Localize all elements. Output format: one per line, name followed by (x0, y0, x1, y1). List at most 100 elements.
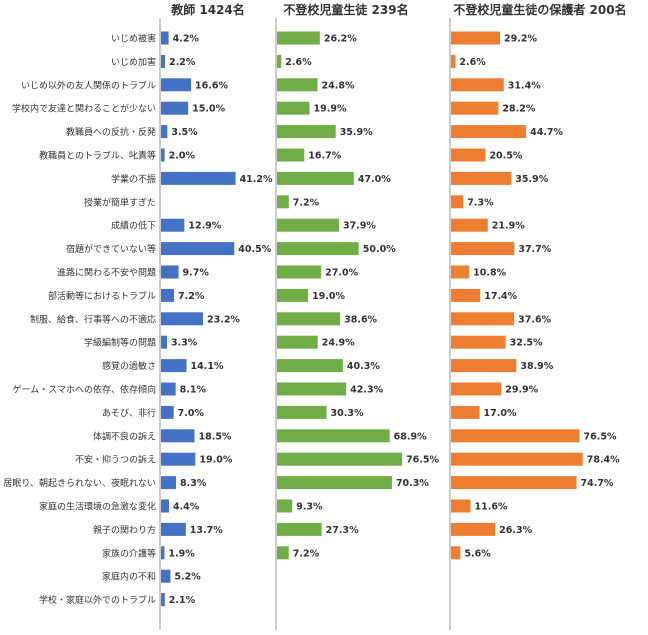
bar (451, 382, 502, 396)
bar (451, 335, 506, 349)
bar (161, 405, 174, 419)
panel-title: 不登校児童生徒 239名 (283, 2, 408, 17)
bar (277, 522, 322, 536)
bar (451, 312, 515, 326)
bar (277, 359, 343, 373)
value-label: 16.7% (308, 151, 341, 162)
bar (161, 382, 176, 396)
bar (161, 312, 203, 326)
value-label: 5.2% (174, 572, 201, 583)
value-label: 9.3% (296, 502, 323, 513)
category-label: 制服、給食、行事等への不適応 (30, 313, 156, 325)
value-label: 8.3% (180, 478, 207, 489)
value-label: 19.0% (312, 291, 345, 302)
value-label: 38.9% (520, 361, 553, 372)
value-label: 20.5% (489, 151, 522, 162)
value-label: 74.7% (580, 478, 613, 489)
bar (451, 125, 527, 139)
value-label: 78.4% (587, 455, 620, 466)
value-label: 29.9% (505, 385, 538, 396)
category-label: 学業の不振 (111, 173, 156, 185)
value-label: 27.0% (325, 268, 358, 279)
category-label: 教職員とのトラブル、叱責等 (39, 150, 156, 162)
category-label: 進路に関わる不安や問題 (57, 267, 156, 279)
value-label: 10.8% (473, 268, 506, 279)
category-label: いじめ被害 (111, 33, 156, 45)
value-label: 17.0% (484, 408, 517, 419)
value-label: 28.2% (502, 104, 535, 115)
category-label: ゲーム・スマホへの依存、依存傾向 (13, 384, 156, 396)
value-label: 19.9% (314, 104, 347, 115)
value-label: 35.9% (340, 127, 373, 138)
bar (161, 265, 179, 279)
category-label: 親子の関わり方 (93, 524, 156, 536)
value-label: 7.3% (467, 197, 494, 208)
value-label: 40.5% (238, 244, 271, 255)
bar (161, 452, 196, 466)
value-label: 15.0% (192, 104, 225, 115)
bar (277, 452, 403, 466)
value-label: 41.2% (240, 174, 273, 185)
bar (161, 429, 195, 443)
value-label: 16.6% (195, 80, 228, 91)
panel-title: 不登校児童生徒の保護者 200名 (453, 2, 626, 17)
bar (451, 171, 512, 185)
bar (451, 499, 471, 513)
bar (161, 499, 169, 513)
bar (451, 429, 580, 443)
value-label: 32.5% (510, 338, 543, 349)
value-label: 7.2% (293, 548, 320, 559)
value-label: 2.1% (169, 595, 196, 606)
category-label: 教職員への反抗・反発 (66, 126, 156, 138)
bar (161, 359, 187, 373)
bar (161, 569, 171, 583)
bar (277, 546, 289, 560)
bar (451, 546, 461, 560)
category-label: 宿題ができていない等 (66, 243, 156, 255)
value-label: 11.6% (474, 502, 507, 513)
value-label: 19.0% (199, 455, 232, 466)
value-label: 7.0% (178, 408, 205, 419)
bar (277, 218, 339, 232)
value-label: 2.0% (169, 151, 196, 162)
bar (277, 382, 347, 396)
bar (277, 288, 309, 302)
value-label: 9.7% (183, 268, 210, 279)
value-label: 37.6% (518, 314, 551, 325)
value-label: 24.9% (322, 338, 355, 349)
value-label: 4.4% (173, 502, 200, 513)
value-label: 14.1% (191, 361, 224, 372)
bar (451, 476, 577, 490)
bar (161, 335, 167, 349)
category-label: いじめ加害 (111, 56, 156, 68)
value-label: 50.0% (363, 244, 396, 255)
value-label: 26.2% (324, 34, 357, 45)
value-label: 23.2% (207, 314, 240, 325)
value-label: 17.4% (484, 291, 517, 302)
value-label: 3.5% (171, 127, 198, 138)
value-label: 26.3% (499, 525, 532, 536)
value-label: 37.7% (518, 244, 551, 255)
category-label: 部活動等におけるトラブル (48, 290, 156, 302)
bar (277, 476, 392, 490)
category-label: 家庭内の不和 (102, 571, 156, 583)
value-label: 31.4% (508, 80, 541, 91)
value-label: 30.3% (331, 408, 364, 419)
bar (277, 405, 327, 419)
bar (451, 218, 488, 232)
value-label: 13.7% (190, 525, 223, 536)
bar (161, 476, 177, 490)
value-label: 76.5% (584, 431, 617, 442)
value-label: 40.3% (347, 361, 380, 372)
category-label: 成績の低下 (111, 220, 156, 232)
value-label: 1.9% (168, 548, 195, 559)
bar (277, 429, 390, 443)
bar (161, 218, 185, 232)
value-label: 2.6% (459, 57, 486, 68)
value-label: 5.6% (464, 548, 491, 559)
value-label: 44.7% (530, 127, 563, 138)
category-label: 感覚の過敏さ (102, 360, 156, 372)
bar (161, 54, 165, 68)
bar (277, 242, 359, 256)
bar (277, 54, 282, 68)
